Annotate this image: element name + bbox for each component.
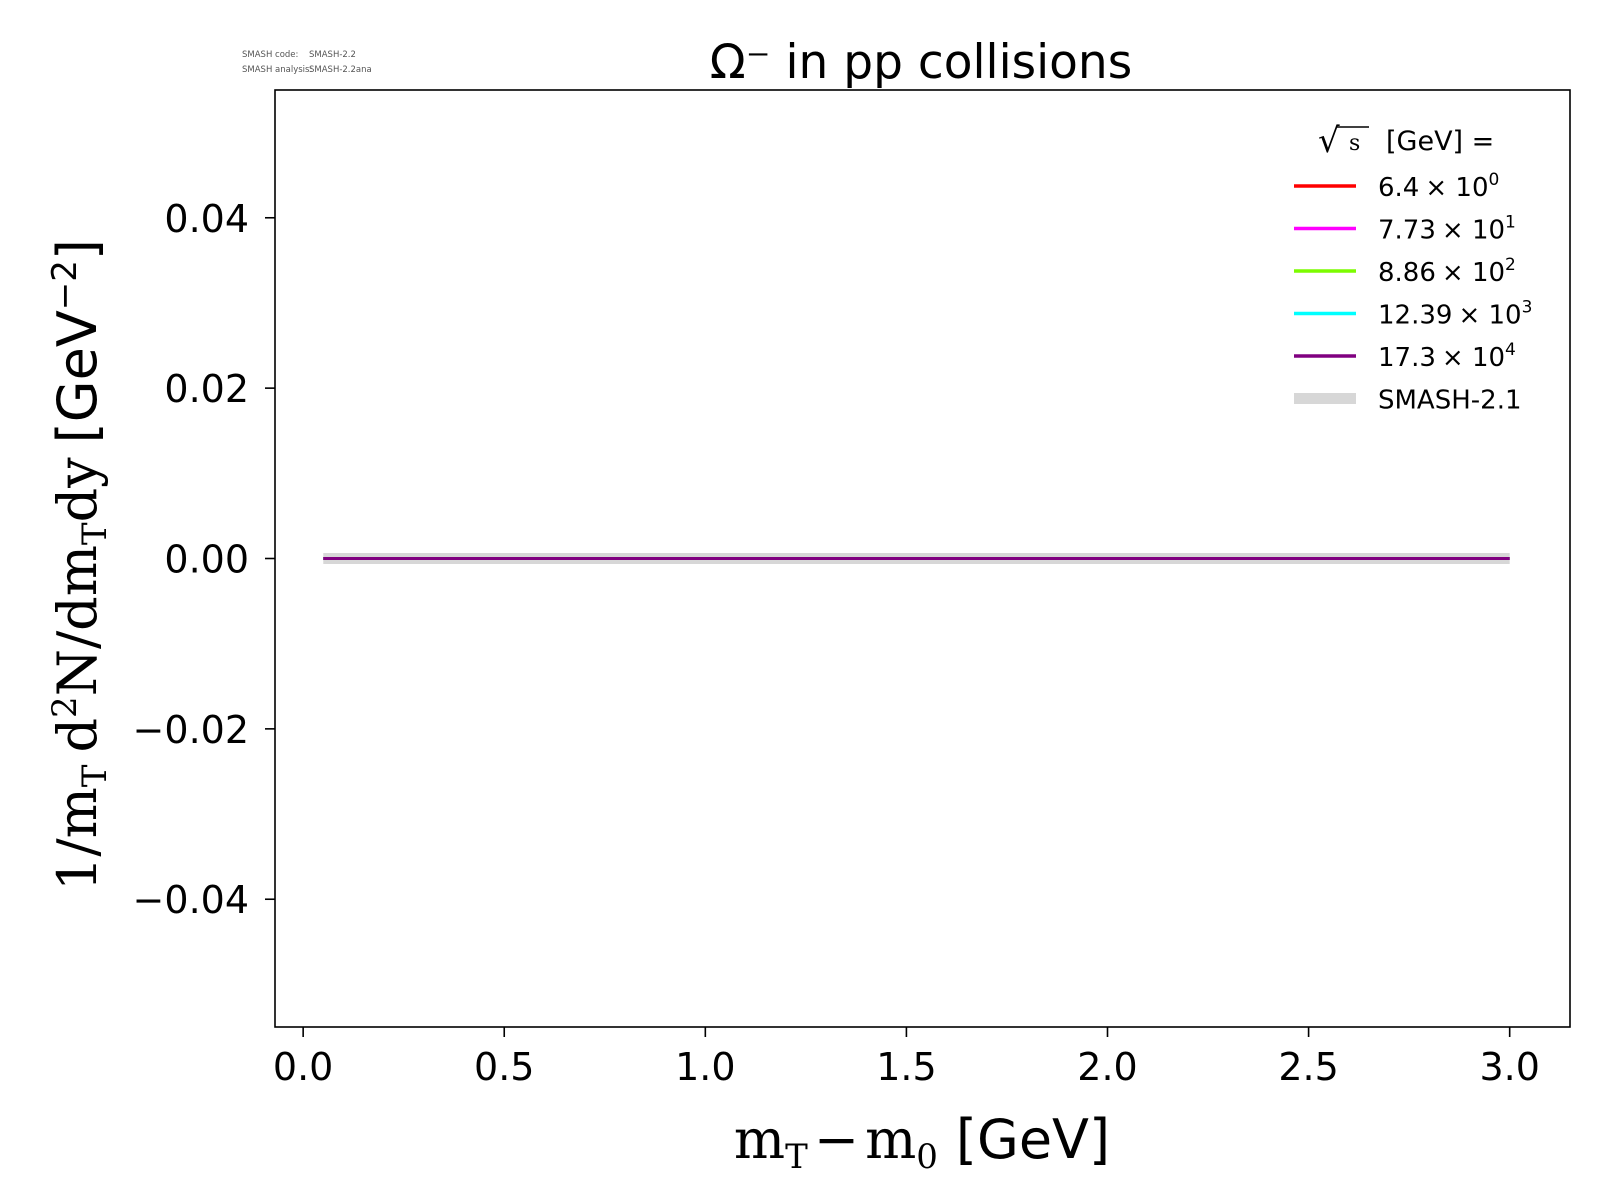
x-tick-label: 1.5 <box>876 1045 936 1089</box>
legend-title-text: [GeV] = <box>1386 126 1494 157</box>
legend-title-s: s <box>1349 131 1360 156</box>
y-tick-label: 0.00 <box>164 538 249 582</box>
x-tick-label: 1.0 <box>675 1045 735 1089</box>
y-axis-label: 1/mTd2N/dmTdy[GeV−2] <box>45 239 115 891</box>
y-axis: 0.04 0.02 0.00 −0.02 −0.04 <box>133 197 275 922</box>
x-tick-label: 2.5 <box>1278 1045 1338 1089</box>
analysis-value: SMASH-2.2ana <box>309 65 372 75</box>
legend: √ s [GeV] = 6.4 × 100 7.73 × 101 8.86 × 102 12… <box>1294 121 1532 416</box>
y-tick-label: 0.04 <box>164 197 249 241</box>
sqrt-symbol: √ <box>1318 121 1340 161</box>
chart-title: Ω⁻ in pp collisions <box>710 35 1132 90</box>
x-axis-label: mT − m0 [GeV] <box>734 1108 1110 1177</box>
x-tick-label: 2.0 <box>1077 1045 1137 1089</box>
legend-title: √ s [GeV] = <box>1318 121 1494 161</box>
code-label: SMASH code: <box>242 50 298 60</box>
legend-label: 17.3 × 104 <box>1378 340 1516 373</box>
code-value: SMASH-2.2 <box>309 50 356 60</box>
y-tick-label: −0.02 <box>133 708 249 752</box>
legend-label-reference: SMASH-2.1 <box>1378 386 1522 416</box>
x-tick-label: 0.0 <box>273 1045 333 1089</box>
legend-label: 8.86 × 102 <box>1378 255 1516 288</box>
x-axis: 0.0 0.5 1.0 1.5 2.0 2.5 3.0 <box>273 1027 1540 1089</box>
y-tick-label: −0.04 <box>133 878 249 922</box>
legend-label: 7.73 × 101 <box>1378 213 1516 246</box>
legend-entries: 6.4 × 100 7.73 × 101 8.86 × 102 12.39 × 103 17.3… <box>1294 170 1532 416</box>
legend-label: 12.39 × 103 <box>1378 298 1532 331</box>
y-tick-label: 0.02 <box>164 367 249 411</box>
version-stamp: SMASH code: SMASH-2.2 SMASH analysis: SM… <box>242 50 372 75</box>
x-tick-label: 3.0 <box>1479 1045 1539 1089</box>
legend-label: 6.4 × 100 <box>1378 170 1499 203</box>
analysis-label: SMASH analysis: <box>242 65 312 75</box>
x-tick-label: 0.5 <box>474 1045 534 1089</box>
